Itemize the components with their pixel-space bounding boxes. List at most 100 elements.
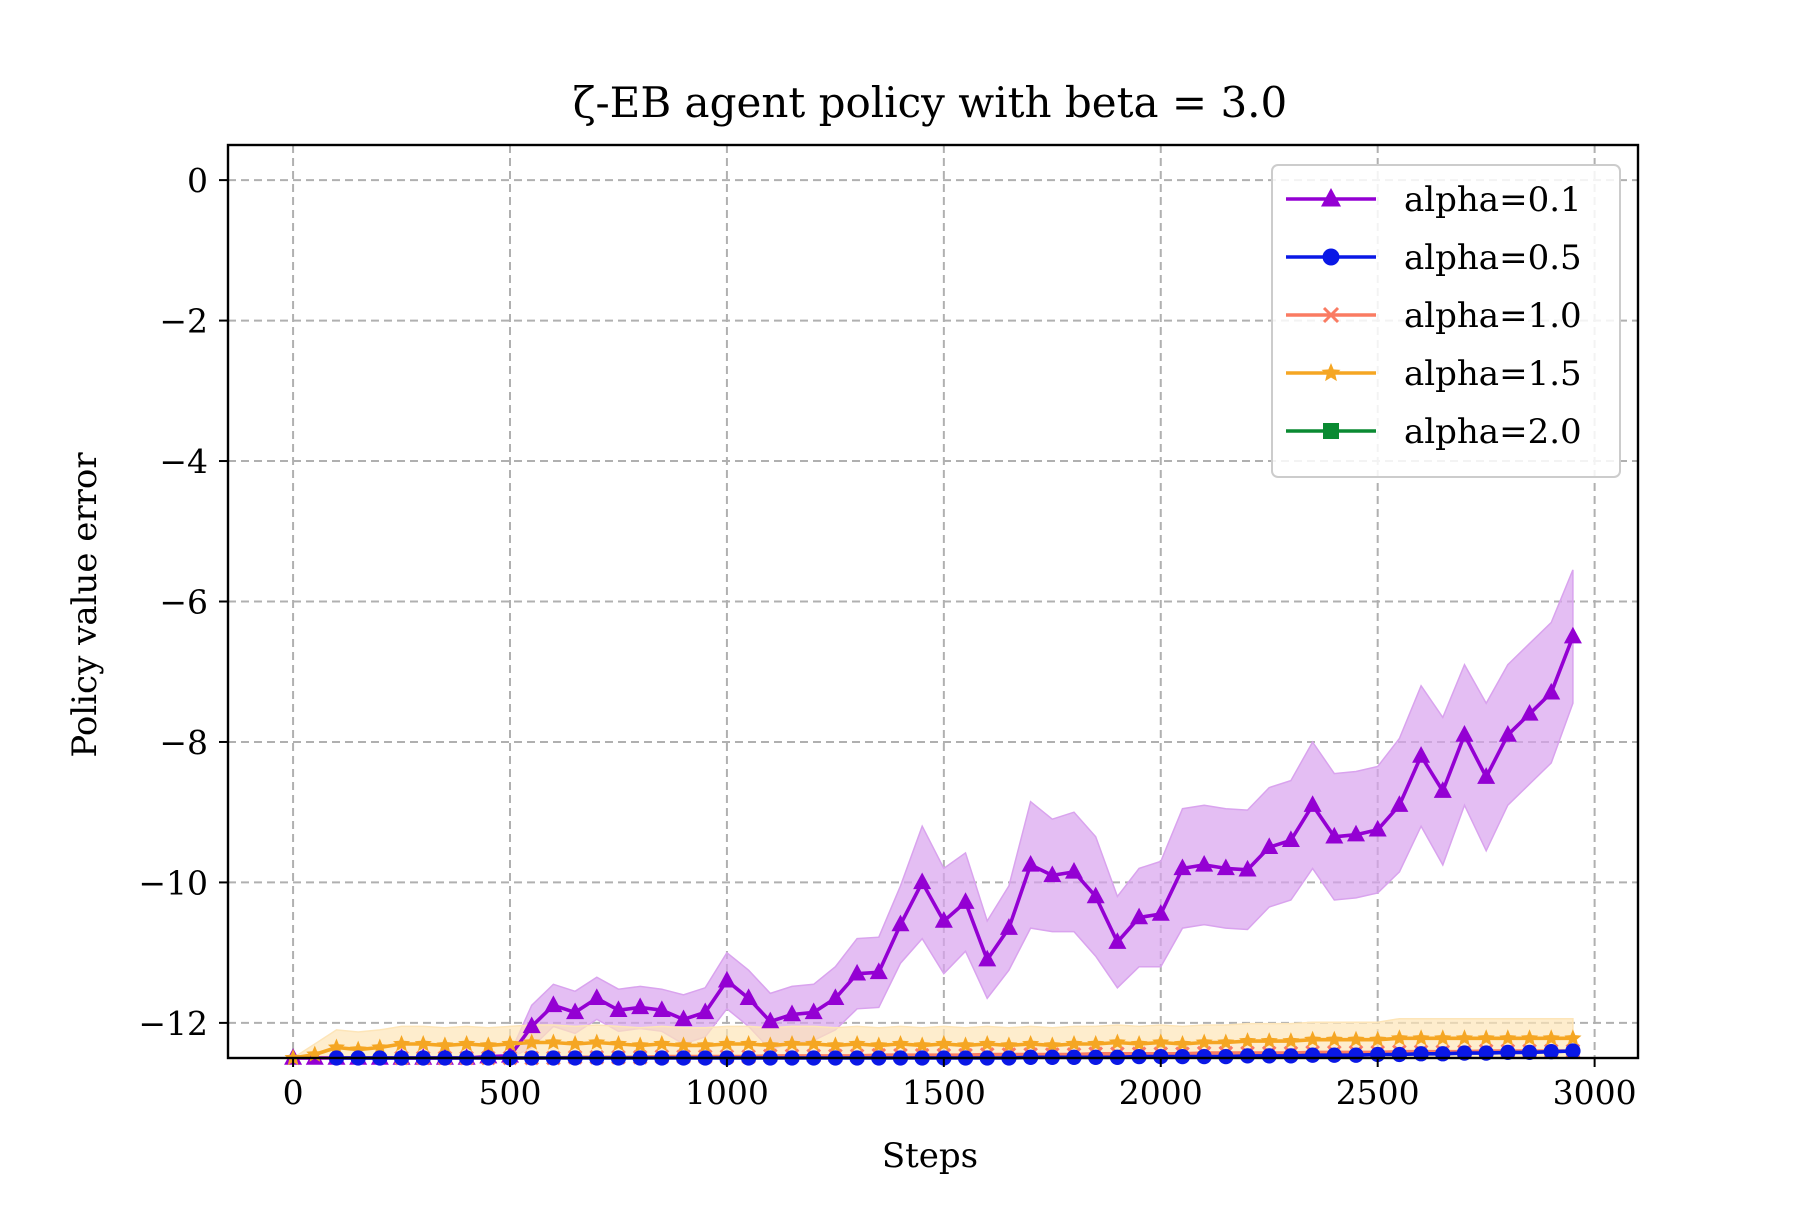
- legend: alpha=0.1 alpha=0.5 alpha=1.0 alpha=1.5 alph…: [1271, 164, 1621, 478]
- data-point: [696, 1036, 714, 1053]
- data-point: [631, 1036, 649, 1053]
- data-point: [1347, 824, 1365, 842]
- data-point: [783, 1035, 801, 1052]
- data-point: [1348, 1047, 1364, 1063]
- data-point: [479, 1036, 497, 1053]
- data-point: [1217, 1033, 1235, 1050]
- data-point: [717, 970, 736, 988]
- data-point: [1303, 795, 1322, 812]
- data-point: [739, 988, 758, 1006]
- data-point: [1412, 1029, 1430, 1046]
- data-point: [1520, 703, 1539, 721]
- y-tick-label: −6: [159, 583, 208, 622]
- series-markers: [284, 626, 1582, 1066]
- data-point: [587, 988, 606, 1006]
- data-point: [1196, 1048, 1212, 1065]
- data-point: [371, 1038, 389, 1055]
- data-point: [1174, 1048, 1191, 1065]
- data-point: [956, 892, 975, 909]
- x-tick-label: 2000: [1119, 1073, 1203, 1112]
- data-point: [957, 1036, 975, 1053]
- data-point: [1543, 1044, 1559, 1060]
- data-point: [652, 1000, 671, 1017]
- data-point: [1500, 1044, 1516, 1061]
- data-point: [1238, 859, 1257, 877]
- data-point: [1153, 1048, 1169, 1065]
- legend-marker: [1321, 363, 1341, 382]
- data-point: [870, 1036, 888, 1053]
- data-point: [1326, 1047, 1342, 1063]
- data-point: [1065, 861, 1083, 879]
- data-point: [1390, 1029, 1408, 1046]
- data-point: [783, 1004, 801, 1022]
- legend-label: alpha=0.1: [1404, 180, 1582, 220]
- data-point: [891, 914, 910, 932]
- legend-marker-stroke: [1322, 306, 1340, 324]
- x-axis-label: Steps: [882, 1136, 978, 1176]
- data-point: [1434, 1029, 1452, 1046]
- data-point: [1239, 1048, 1256, 1064]
- x-tick-label: 3000: [1553, 1073, 1637, 1112]
- data-point: [1087, 1035, 1105, 1052]
- data-point: [891, 1035, 909, 1052]
- data-point: [1130, 907, 1149, 925]
- data-point: [1108, 932, 1127, 949]
- data-point: [1021, 854, 1040, 872]
- data-point: [1564, 1029, 1582, 1046]
- data-point: [1239, 1032, 1257, 1049]
- x-tick-label: 500: [479, 1073, 542, 1112]
- data-point: [826, 988, 845, 1006]
- data-point: [523, 1033, 541, 1050]
- data-point: [1022, 1035, 1040, 1052]
- data-point: [1521, 1029, 1539, 1046]
- data-point: [609, 1000, 628, 1017]
- data-point: [1043, 865, 1062, 883]
- data-point: [1304, 1030, 1322, 1047]
- data-point: [718, 1035, 736, 1052]
- y-tick-label: −2: [159, 302, 208, 341]
- y-tick-label: 0: [187, 161, 208, 200]
- confidence-bands: [290, 569, 1574, 1059]
- data-point: [1477, 767, 1496, 784]
- data-point: [1499, 1029, 1517, 1046]
- legend-marker: [1323, 423, 1339, 439]
- data-point: [675, 1036, 693, 1053]
- data-point: [1498, 725, 1517, 742]
- x-tick-label: 2500: [1336, 1073, 1420, 1112]
- data-point: [588, 1033, 606, 1050]
- data-point: [1260, 1032, 1278, 1049]
- data-point: [544, 995, 563, 1013]
- data-point: [999, 918, 1018, 935]
- data-point: [848, 963, 867, 981]
- data-point: [913, 872, 932, 890]
- data-point: [1391, 1046, 1408, 1063]
- data-point: [1347, 1030, 1365, 1047]
- data-point: [1130, 1035, 1148, 1052]
- data-point: [869, 962, 888, 980]
- data-point: [1131, 1048, 1147, 1065]
- data-point: [1325, 1030, 1343, 1047]
- data-point: [1412, 746, 1431, 763]
- legend-label: alpha=2.0: [1404, 412, 1582, 452]
- legend-label: alpha=1.5: [1404, 354, 1582, 394]
- x-tick-label: 1500: [902, 1073, 986, 1112]
- legend-marker: [1322, 248, 1340, 266]
- data-point: [1152, 1033, 1170, 1050]
- data-point: [1283, 1048, 1299, 1064]
- data-point: [631, 997, 650, 1015]
- y-tick-label: −12: [138, 1004, 208, 1043]
- y-axis-label: Policy value error: [65, 452, 105, 758]
- data-point: [393, 1035, 411, 1052]
- legend-box: [1271, 164, 1621, 478]
- legend-label: alpha=0.5: [1404, 238, 1582, 278]
- data-point: [978, 1035, 996, 1052]
- data-point: [1369, 1030, 1387, 1047]
- data-point: [1261, 1048, 1277, 1064]
- data-point: [458, 1035, 476, 1052]
- data-point: [609, 1035, 627, 1052]
- data-point: [1281, 830, 1300, 848]
- data-point: [436, 1036, 454, 1053]
- data-point: [761, 1011, 780, 1029]
